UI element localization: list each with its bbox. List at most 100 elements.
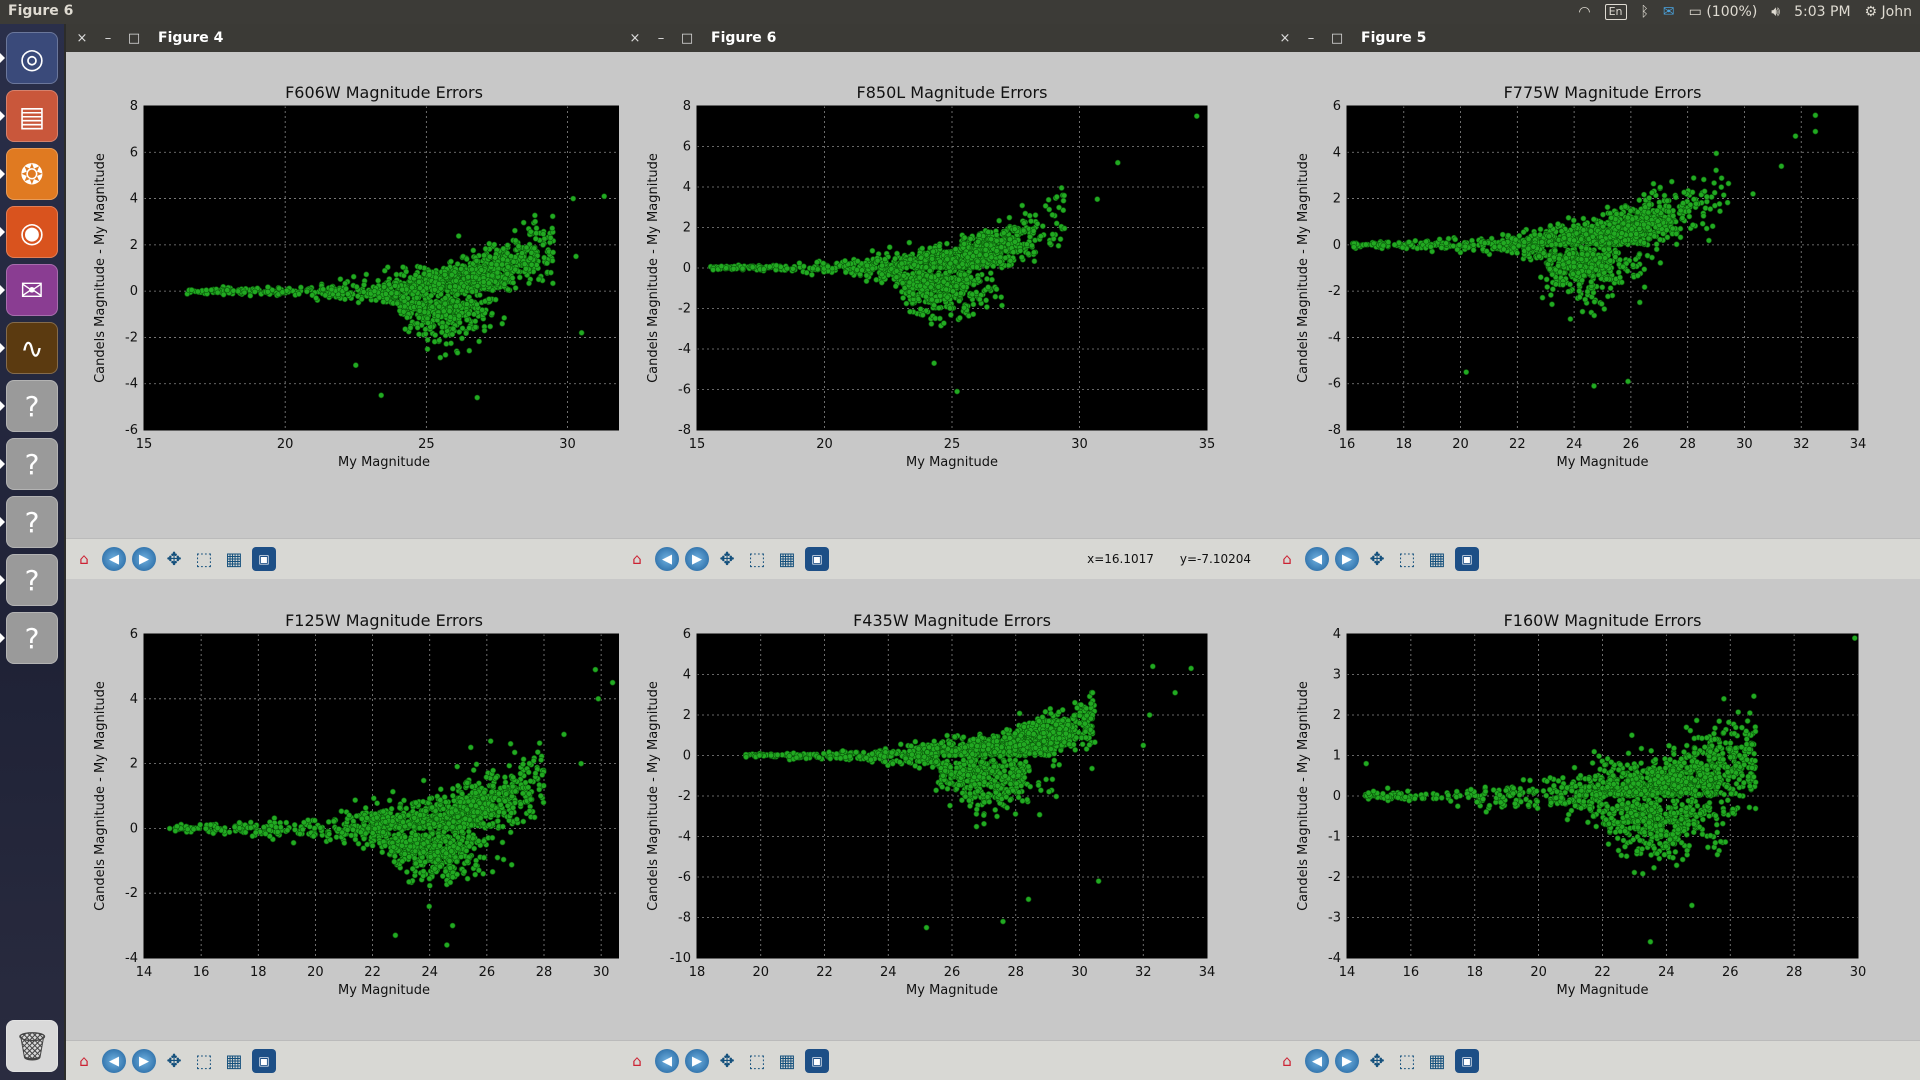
oscilloscope-icon[interactable]: ∿ [6, 322, 58, 374]
data-point [503, 791, 509, 797]
minimize-button[interactable]: – [657, 30, 665, 46]
firefox-icon[interactable]: ◉ [6, 206, 58, 258]
data-point [501, 774, 508, 781]
data-point [417, 285, 423, 291]
data-point [392, 835, 399, 842]
back-icon[interactable]: ◀ [102, 1049, 126, 1073]
minimize-button[interactable]: – [104, 30, 112, 46]
x-tick-label: 34 [1199, 965, 1216, 980]
save-icon[interactable]: ▣ [252, 1049, 276, 1073]
data-point [540, 241, 546, 248]
subplots-icon[interactable]: ▦ [225, 1050, 243, 1072]
save-icon[interactable]: ▣ [805, 547, 829, 571]
files-icon[interactable]: ▤ [6, 90, 58, 142]
data-point [901, 285, 908, 291]
data-point [420, 840, 427, 847]
data-point [1022, 210, 1029, 217]
trash-icon[interactable]: 🗑 [6, 1020, 58, 1072]
data-point [406, 821, 413, 828]
running-indicator [0, 517, 5, 527]
data-point [297, 284, 304, 291]
unknown-app-icon[interactable]: ? [6, 380, 58, 432]
data-point [435, 280, 442, 287]
forward-icon[interactable]: ▶ [685, 547, 709, 571]
data-point [917, 306, 924, 312]
data-point [392, 932, 399, 939]
data-point [919, 312, 926, 318]
maximize-button[interactable]: □ [127, 30, 141, 46]
data-point [931, 360, 937, 367]
unknown-app-icon[interactable]: ? [6, 496, 58, 548]
zoom-icon[interactable]: ⬚ [195, 548, 213, 570]
app-orange-icon[interactable]: ❂ [6, 148, 58, 200]
data-point [401, 303, 408, 310]
data-point [976, 296, 983, 303]
volume-icon[interactable]: 🔊︎ [1771, 4, 1781, 20]
back-icon[interactable]: ◀ [655, 547, 679, 571]
data-point [509, 275, 516, 281]
session-menu[interactable]: ⚙ John [1865, 4, 1912, 20]
close-button[interactable]: × [629, 30, 641, 46]
battery-indicator[interactable]: ▭ (100%) [1689, 4, 1758, 20]
close-button[interactable]: × [76, 30, 88, 46]
data-point [964, 254, 971, 261]
data-point [473, 257, 480, 264]
dash-home-icon[interactable]: ◎ [6, 32, 58, 84]
data-point [970, 281, 977, 288]
wifi-icon[interactable]: ◠ [1578, 4, 1591, 20]
clock[interactable]: 5:03 PM [1794, 4, 1851, 20]
back-icon[interactable]: ◀ [102, 547, 126, 571]
pidgin-icon[interactable]: ✉ [6, 264, 58, 316]
top-panel: Figure 6 ◠ En ᛒ ✉ ▭ (100%) 🔊︎ 5:03 PM ⚙ … [0, 0, 1920, 24]
data-point [528, 249, 535, 256]
zoom-icon[interactable]: ⬚ [195, 1050, 213, 1072]
data-point [430, 820, 437, 827]
data-point [463, 330, 469, 337]
plot-frame [143, 633, 619, 959]
unknown-app-icon[interactable]: ? [6, 612, 58, 664]
subplots-icon[interactable]: ▦ [225, 548, 243, 570]
data-point [431, 842, 438, 849]
forward-icon[interactable]: ▶ [132, 1049, 156, 1073]
data-point [766, 263, 773, 270]
data-point [299, 826, 306, 833]
unknown-app-icon[interactable]: ? [6, 438, 58, 490]
data-point [399, 858, 406, 865]
data-point [464, 875, 471, 882]
window-titlebar[interactable]: × – □ Figure 4 [66, 24, 619, 52]
mail-icon[interactable]: ✉ [1662, 4, 1675, 20]
home-icon[interactable]: ⌂ [79, 1052, 89, 1070]
data-point [1046, 206, 1053, 213]
data-point [475, 867, 482, 874]
subplots-icon[interactable]: ▦ [778, 548, 796, 570]
data-point [455, 782, 461, 789]
zoom-icon[interactable]: ⬚ [748, 548, 766, 570]
home-icon[interactable]: ⌂ [632, 550, 642, 568]
data-point [468, 298, 475, 305]
data-point [442, 300, 448, 307]
home-icon[interactable]: ⌂ [79, 550, 89, 568]
maximize-button[interactable]: □ [680, 30, 694, 46]
data-point [532, 770, 539, 777]
pan-icon[interactable]: ✥ [166, 548, 182, 570]
save-icon[interactable]: ▣ [252, 547, 276, 571]
y-tick-label: -2 [678, 789, 691, 804]
data-point [465, 310, 472, 317]
window-titlebar[interactable]: × – □ Figure 6 [619, 24, 1269, 52]
forward-icon[interactable]: ▶ [132, 547, 156, 571]
figure-window: × – □ Figure 6 15 20 25 30 35 -8 -6 -4 -2 0 2 4 6 8 F850L … [619, 24, 1269, 1080]
x-tick-label: 24 [421, 965, 438, 980]
bluetooth-icon[interactable]: ᛒ [1640, 4, 1649, 20]
data-point [512, 788, 519, 795]
pan-icon[interactable]: ✥ [166, 1050, 182, 1072]
keyboard-layout-indicator[interactable]: En [1604, 4, 1627, 20]
data-point [943, 249, 950, 255]
pan-icon[interactable]: ✥ [719, 548, 735, 570]
unknown-app-icon[interactable]: ? [6, 554, 58, 606]
data-point [894, 250, 900, 257]
data-point [442, 838, 449, 845]
